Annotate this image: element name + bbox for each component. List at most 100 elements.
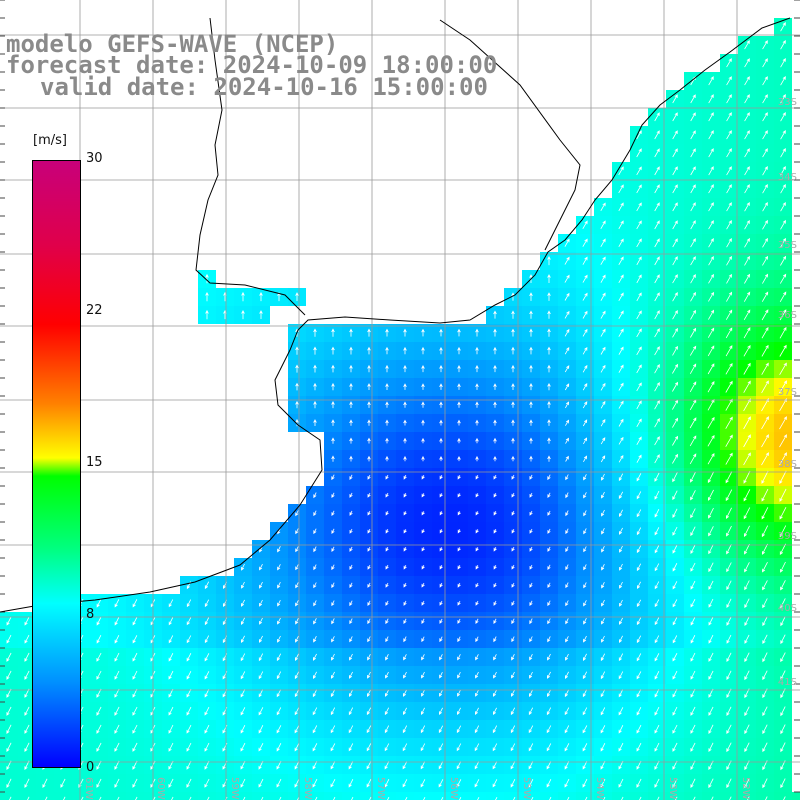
wind-vector <box>779 380 787 394</box>
wind-vector <box>457 547 461 552</box>
wind-vector <box>457 707 461 715</box>
lon-label: 54W <box>594 777 605 800</box>
wind-vector <box>132 617 138 626</box>
wind-vector <box>330 707 336 716</box>
wind-vector <box>672 292 678 302</box>
wind-vector <box>474 779 480 788</box>
wind-vector <box>261 796 264 800</box>
wind-vector <box>510 707 516 716</box>
wind-vector <box>493 419 497 426</box>
wind-vector <box>601 473 605 481</box>
wind-vector <box>618 760 624 770</box>
wind-vector <box>725 362 733 375</box>
wind-vector <box>366 743 372 752</box>
wind-vector <box>601 491 605 499</box>
wind-vector <box>24 724 30 734</box>
wind-vector <box>529 636 533 643</box>
wind-vector <box>547 653 551 661</box>
wind-vector <box>240 653 246 662</box>
colorbar <box>32 160 81 768</box>
wind-vector <box>475 511 479 516</box>
wind-vector <box>421 582 425 588</box>
wind-vector <box>547 292 551 301</box>
wind-vector <box>331 618 335 625</box>
forecast-date: forecast date: 2024-10-09 18:00:00 <box>6 51 498 79</box>
wind-vector <box>654 581 660 590</box>
wind-vector <box>546 725 552 734</box>
wind-vector <box>779 309 787 321</box>
wind-vector <box>186 688 192 698</box>
wind-vector <box>331 671 335 679</box>
wind-vector <box>276 743 282 752</box>
wind-vector <box>762 130 768 140</box>
wind-vector <box>385 689 389 697</box>
wind-vector <box>636 527 642 536</box>
wind-vector <box>439 565 443 570</box>
wind-vector <box>528 743 534 752</box>
wind-vector <box>780 148 786 158</box>
wind-vector <box>636 220 642 230</box>
wind-vector <box>690 148 696 158</box>
wind-vector <box>601 635 605 643</box>
wind-vector <box>601 582 605 589</box>
wind-vector <box>385 547 389 552</box>
wind-vector <box>726 255 732 266</box>
wind-vector <box>276 671 282 680</box>
wind-vector <box>132 670 138 680</box>
wind-vector <box>168 653 174 662</box>
wind-cell <box>0 792 18 800</box>
wind-vector <box>475 671 479 679</box>
wind-vector <box>241 310 245 320</box>
wind-vector <box>313 636 317 643</box>
wind-vector <box>780 652 786 663</box>
wind-vector <box>601 546 605 553</box>
wind-vector <box>96 742 102 752</box>
wind-vector <box>726 148 732 158</box>
wind-vector <box>277 546 281 553</box>
wind-vector <box>618 292 624 302</box>
wind-vector <box>331 653 335 661</box>
wind-vector <box>114 599 120 608</box>
wind-cell <box>738 792 756 800</box>
wind-vector <box>279 796 282 800</box>
wind-vector <box>276 689 282 698</box>
wind-vector <box>744 130 750 140</box>
wind-vector <box>132 742 138 752</box>
lon-label: 53W <box>667 777 678 800</box>
wind-vector <box>96 635 102 644</box>
wind-vector <box>529 364 533 373</box>
wind-vector <box>403 401 407 408</box>
wind-vector <box>725 416 733 429</box>
wind-vector <box>780 670 786 681</box>
wind-vector <box>475 582 479 588</box>
wind-vector <box>636 166 642 176</box>
wind-vector <box>204 617 210 626</box>
wind-vector <box>331 455 335 462</box>
wind-vector <box>168 706 174 716</box>
wind-vector <box>366 779 372 788</box>
wind-cell <box>126 792 144 800</box>
wind-vector <box>367 455 371 462</box>
wind-vector <box>744 616 750 627</box>
wind-vector <box>582 238 588 247</box>
wind-vector <box>780 202 786 212</box>
colorbar-tick-30: 30 <box>86 151 103 166</box>
wind-vector <box>294 743 300 752</box>
wind-vector <box>743 380 751 393</box>
wind-vector <box>528 725 534 734</box>
wind-vector <box>313 671 317 679</box>
wind-vector <box>708 94 714 104</box>
wind-vector <box>493 383 497 390</box>
wind-vector <box>420 779 426 788</box>
wind-vector <box>385 618 389 625</box>
wind-vector <box>708 562 714 573</box>
wind-vector <box>547 528 551 534</box>
wind-vector <box>493 671 497 679</box>
wind-vector <box>726 76 732 86</box>
wind-vector <box>780 94 786 104</box>
wind-vector <box>547 510 551 516</box>
wind-vector <box>421 455 425 462</box>
wind-vector <box>618 742 624 752</box>
wind-vector <box>367 383 371 390</box>
wind-vector <box>583 492 587 499</box>
